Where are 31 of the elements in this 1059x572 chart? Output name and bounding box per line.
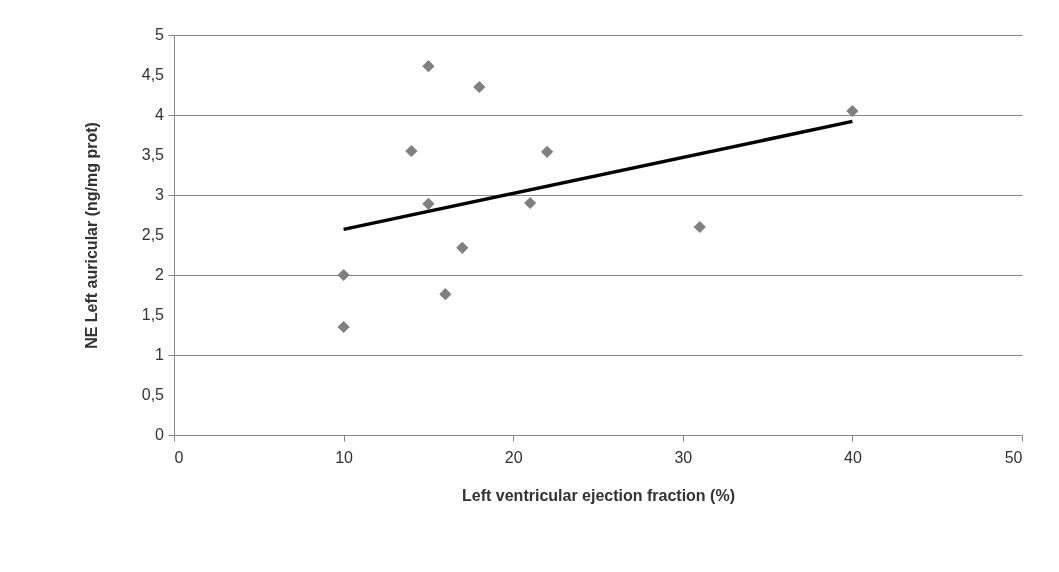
y-tick-label: 2,5 <box>141 226 165 243</box>
point <box>439 288 452 301</box>
y-axis-title: NE Left auricular (ng/mg prot) <box>83 122 100 349</box>
point <box>541 145 554 158</box>
y-tick-label: 5 <box>155 26 165 43</box>
x-tick-label: 30 <box>674 448 693 466</box>
y-tick-label: 4,5 <box>141 66 165 83</box>
x-tick-label: 40 <box>844 448 862 466</box>
point <box>693 220 706 234</box>
point <box>337 320 350 334</box>
y-tick-label: 0 <box>155 426 165 443</box>
point <box>422 60 435 73</box>
x-tick-label: 20 <box>504 448 523 466</box>
y-tick-label: 4 <box>155 106 165 123</box>
y-tick-label: 2 <box>155 266 165 283</box>
x-axis-title: Left ventricular ejection fraction (%) <box>462 486 735 504</box>
y-tick-label: 1,5 <box>141 306 165 323</box>
x-tick-label: 50 <box>1004 448 1023 466</box>
y-tick-label: 3 <box>155 186 165 203</box>
y-tick-label: 0,5 <box>141 386 165 403</box>
x-tick-label: 10 <box>335 448 354 466</box>
point <box>456 241 469 254</box>
y-tick-label: 3,5 <box>141 146 165 163</box>
point <box>524 196 537 210</box>
x-tick-label: 0 <box>174 448 184 466</box>
point <box>473 80 486 94</box>
point <box>405 144 418 158</box>
point <box>422 197 435 210</box>
y-tick-label: 1 <box>155 346 165 363</box>
point <box>337 268 350 282</box>
point <box>846 104 859 118</box>
